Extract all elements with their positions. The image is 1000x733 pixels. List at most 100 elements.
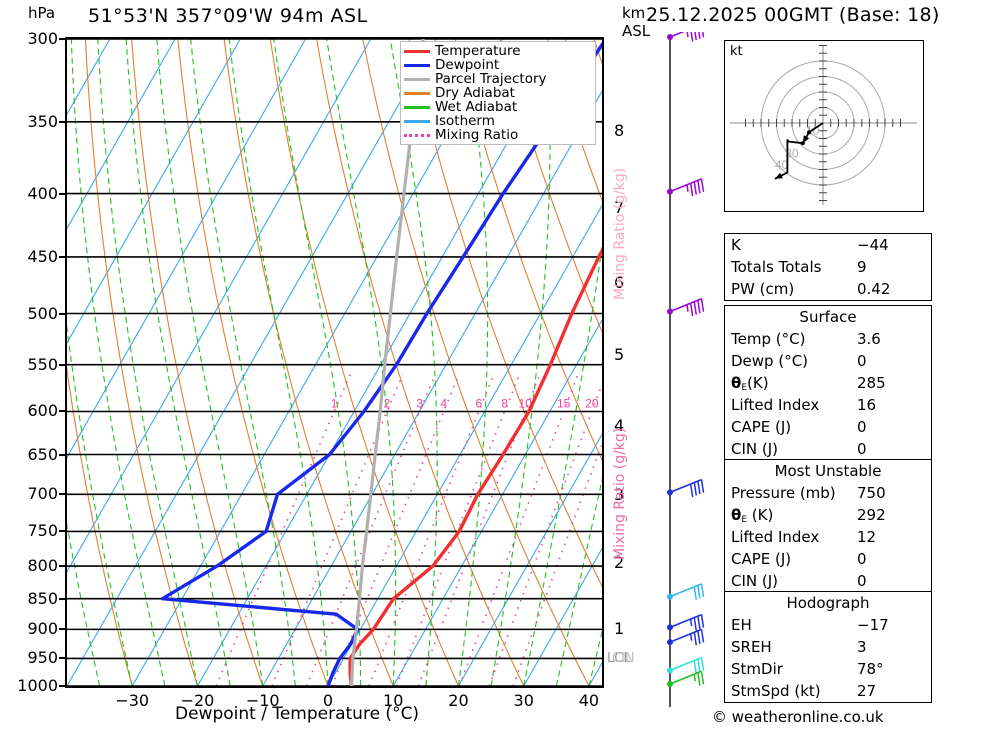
index-section-title: Most Unstable [774,462,882,480]
mixing-ratio-label: 8 [501,396,508,410]
isotherm-line [67,39,437,686]
pressure-tick-mark [59,628,67,631]
pressure-tick-label: 950 [27,648,58,668]
pressure-tick-label: 350 [27,111,58,131]
index-key: EH [731,616,752,634]
barb-staff [669,298,702,313]
index-key: StmSpd (kt) [731,682,821,700]
temperature-tick-label: 20 [448,691,469,710]
barb-staff [669,478,702,494]
index-key: K [731,236,741,254]
pressure-tick-mark [59,657,67,660]
temperature-tick-label: −20 [180,691,215,710]
legend-swatch [404,133,430,137]
pressure-tick-mark [59,685,67,687]
index-row: θE(K) 285 [725,372,931,394]
wet-adiabat-line [97,39,199,686]
legend-label: Dewpoint [435,57,500,73]
barb-feather [697,672,701,686]
index-row: Totals Totals 9 [725,256,931,278]
height-tick-label: 2 [614,552,625,572]
legend: Temperature Dewpoint Parcel Trajectory Dry … [400,41,596,145]
legend-label: Dry Adiabat [435,85,515,101]
wind-barb-column [660,23,718,712]
temperature-tick-label: 40 [578,691,600,710]
barb-feather [700,583,705,598]
index-key: Pressure (mb) [731,484,836,502]
pressure-tick-label: 300 [27,29,58,48]
legend-swatch [404,105,430,109]
index-value: 78° [857,660,884,678]
index-key: Temp (°C) [731,330,806,348]
index-row: PW (cm) 0.42 [725,278,931,300]
legend-item: Wet Adiabat [404,100,592,114]
height-tick-label: 6 [614,272,625,292]
index-row: SREH 3 [725,636,931,658]
general-indices-panel: K −44 Totals Totals 9 PW (cm) 0.42 [724,233,932,301]
index-value: −44 [857,236,889,254]
wind-barb [667,23,705,42]
wind-barb [667,628,705,646]
index-key: CAPE (J) [731,550,792,568]
legend-item: Parcel Trajectory [404,72,592,86]
index-value: 16 [857,396,877,414]
index-key: PW (cm) [731,280,795,298]
barb-feather [697,25,701,39]
mixing-ratio-line [305,374,436,686]
barb-feather [700,479,705,493]
mixing-ratio-label: 1 [331,396,338,410]
temperature-tick-label: 0 [322,691,334,710]
skewt-diagram[interactable]: 12346810152025 [65,37,604,688]
pressure-tick-mark [59,597,67,600]
legend-swatch [404,49,430,53]
most-unstable-indices-panel: Most Unstable Pressure (mb) 750 θE (K) 292 Li… [724,459,932,593]
pressure-tick-mark [59,312,67,315]
mixing-ratio-label: 3 [416,396,423,410]
hodograph-plot[interactable]: 10 30 40 [724,40,924,212]
index-row: CAPE (J) 0 [725,416,931,438]
pressure-tick-label: 900 [27,619,58,639]
legend-label: Wet Adiabat [435,99,518,115]
index-value: 0 [857,550,867,568]
index-value: 0 [857,418,867,436]
pressure-tick-label: 550 [27,354,58,374]
profile-parcel-trajectory-line [349,39,425,686]
temperature-tick-label: −10 [245,691,280,710]
pressure-tick-label: 400 [27,183,58,203]
pressure-tick-mark [59,530,67,533]
isotherm-line [197,39,568,686]
barb-feather [700,178,705,192]
profile-dewpoint-line [160,41,602,686]
legend-label: Isotherm [435,113,495,129]
index-key: CAPE (J) [731,418,792,436]
barb-feather [700,614,705,628]
isotherm-line [262,90,602,686]
isotherm-line [67,39,176,230]
index-value: 0.42 [857,280,891,298]
wind-barb [667,656,705,674]
pressure-tick-mark [59,493,67,496]
mixing-ratio-line [417,374,541,686]
pressure-unit-label: hPa [28,4,56,22]
index-key: Lifted Index [731,396,820,414]
barb-feather [697,659,701,673]
barb-feather [697,615,701,630]
index-row: K −44 [725,234,931,256]
page-title: 51°53'N 357°09'W 94m ASL [88,5,368,27]
height-tick-label: 7 [614,198,625,218]
barb-half-feather [693,674,697,682]
pressure-tick-label: 600 [27,401,58,421]
hodograph-point [800,141,805,146]
barb-staff [669,613,702,629]
mixing-ratio-label: 15 [557,396,571,410]
index-value: 3.6 [857,330,881,348]
barb-feather [700,629,705,643]
height-tick-label: 3 [614,485,625,505]
index-value: 750 [857,484,886,502]
barb-half-feather [686,304,689,312]
index-key: StmDir [731,660,783,678]
barb-staff [669,670,702,685]
index-row: Pressure (mb) 750 [725,482,931,504]
index-row: CAPE (J) 0 [725,548,931,570]
